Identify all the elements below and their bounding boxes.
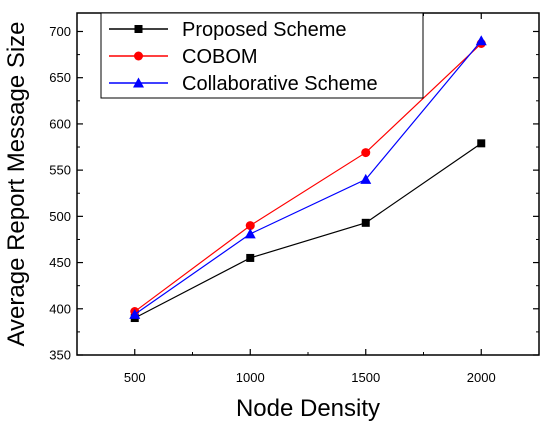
y-tick-label: 550 [49, 163, 71, 178]
legend-label: Collaborative Scheme [182, 73, 378, 95]
y-tick-label: 400 [49, 301, 71, 316]
data-point [361, 218, 370, 227]
data-point [361, 148, 371, 158]
x-tick-label: 1000 [236, 370, 265, 385]
axes: 350 400 450 500 550 600 650 700 500 1000 1500 2000 [49, 13, 539, 385]
y-tick-label: 500 [49, 209, 71, 224]
y-axis-title: Average Report Message Size [3, 21, 30, 346]
y-tick-label: 600 [49, 116, 71, 131]
y-tick-label: 450 [49, 255, 71, 270]
data-point [477, 139, 486, 148]
data-point [129, 308, 141, 319]
x-axis-title: Node Density [236, 395, 380, 422]
x-tick-label: 2000 [467, 370, 496, 385]
legend-swatch-marker [134, 51, 143, 61]
legend-swatch-marker [133, 77, 144, 88]
legend-label: Proposed Scheme [182, 19, 347, 41]
x-tick-label: 1500 [351, 370, 380, 385]
data-point [360, 173, 372, 184]
data-point [245, 221, 255, 231]
legend-label: COBOM [182, 46, 258, 68]
legend-swatch-marker [134, 25, 143, 33]
data-point [244, 228, 256, 239]
legend: Proposed Scheme COBOM Collaborative Scheme [100, 12, 424, 99]
data-point [246, 253, 255, 262]
y-tick-label: 350 [49, 348, 71, 363]
y-tick-label: 650 [49, 70, 71, 85]
x-tick-label: 500 [124, 370, 146, 385]
series-line [134, 40, 482, 315]
data-point [475, 35, 487, 46]
y-tick-label: 700 [49, 24, 71, 39]
series-line [134, 142, 482, 319]
